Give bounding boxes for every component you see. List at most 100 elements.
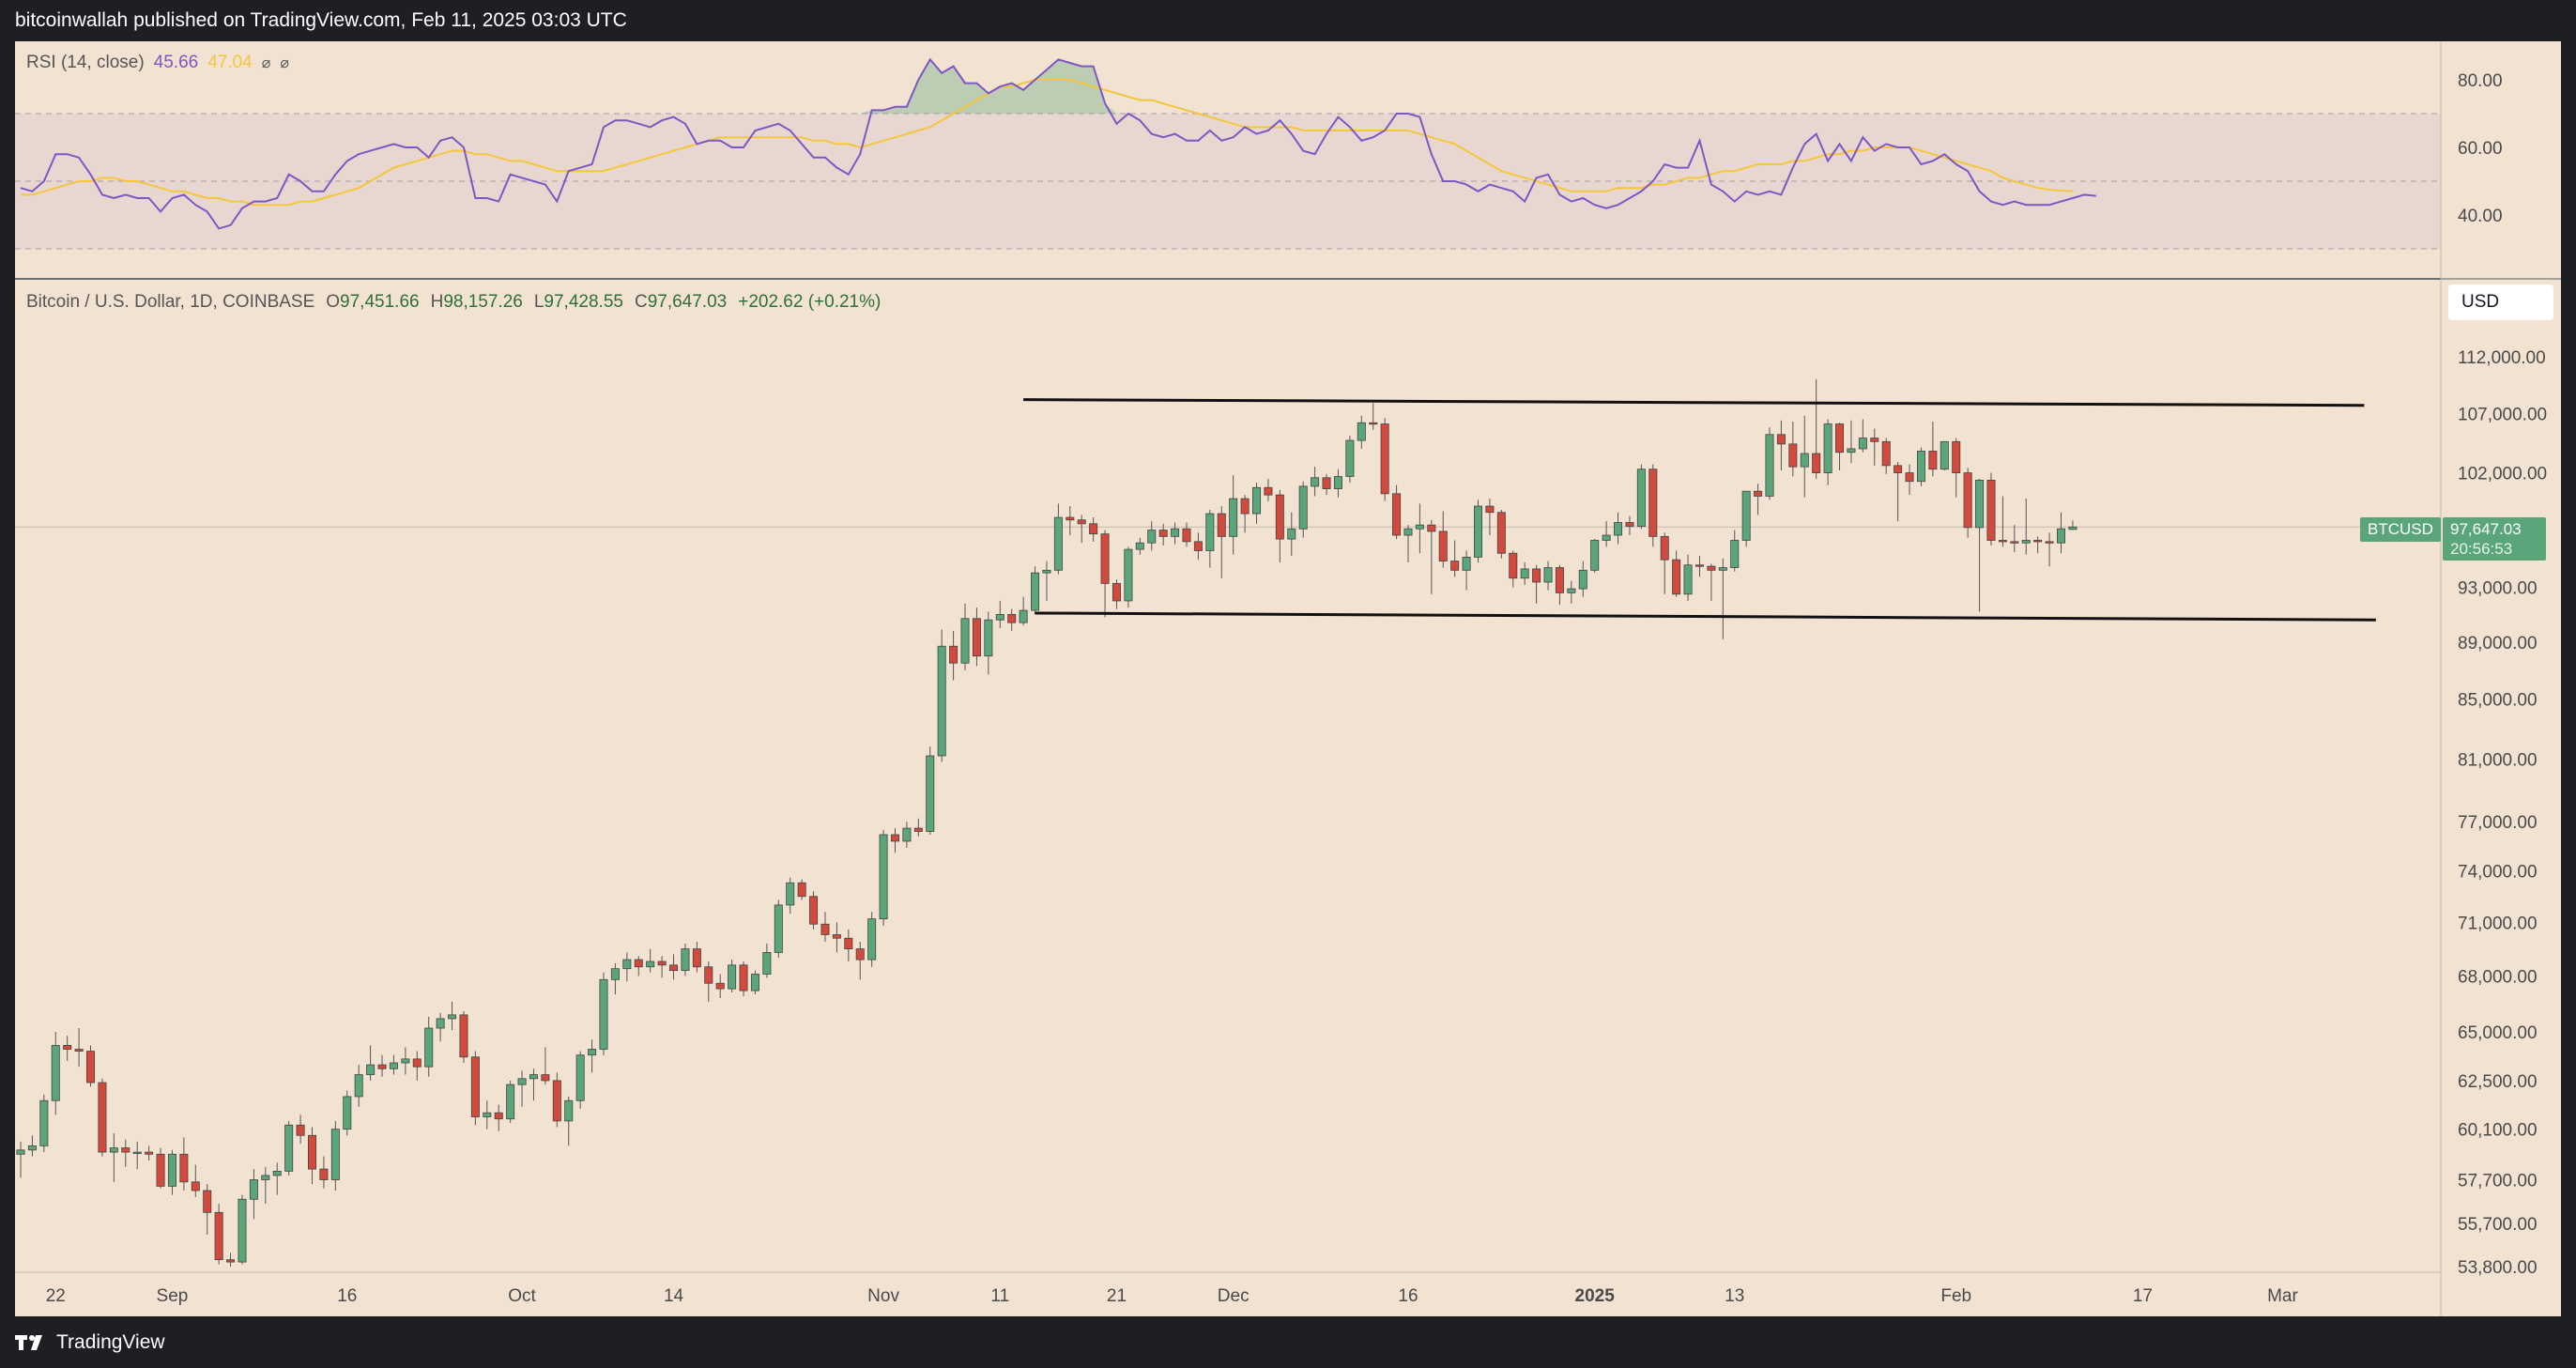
candle-body <box>1298 485 1308 530</box>
candle-body <box>1380 423 1389 495</box>
candle-body <box>2033 540 2043 543</box>
candle <box>913 818 923 837</box>
candle <box>1474 500 1483 562</box>
candle-body <box>1532 568 1541 583</box>
candle <box>739 961 748 996</box>
candle-body <box>541 1074 550 1082</box>
candle <box>681 943 690 976</box>
candle-body <box>1158 530 1168 537</box>
rsi-axis-tick: 80.00 <box>2458 71 2503 91</box>
candle <box>588 1039 597 1073</box>
candle-body <box>1275 494 1284 540</box>
candle-body <box>1776 434 1786 445</box>
candle-body <box>424 1027 434 1068</box>
candle-body <box>1135 542 1144 550</box>
candle <box>1986 472 1996 546</box>
rsi-legend: RSI (14, close) 45.66 47.04 ⌀ ⌀ <box>26 53 289 73</box>
candle <box>937 629 946 762</box>
time-axis <box>15 1272 2441 1316</box>
candle <box>1707 563 1716 601</box>
candle <box>1660 532 1669 594</box>
candle-body <box>1124 548 1133 602</box>
candle-body <box>1636 469 1646 527</box>
candle-body <box>1240 498 1250 515</box>
candle <box>1322 473 1331 496</box>
low-value: 97,428.55 <box>544 292 623 312</box>
candle-body <box>86 1051 96 1084</box>
support-trendline <box>1035 611 2376 622</box>
candle <box>483 1100 492 1130</box>
candle-body <box>1986 479 1996 541</box>
time-axis-tick: Mar <box>2267 1286 2298 1306</box>
candle <box>1252 483 1262 524</box>
candle-body <box>470 1056 480 1117</box>
candle-body <box>786 882 795 906</box>
candle <box>1765 427 1774 500</box>
eye-off-icon[interactable]: ⌀ <box>280 55 290 71</box>
candle-body <box>494 1112 503 1120</box>
candle-body <box>145 1151 154 1155</box>
candle-body <box>913 827 923 832</box>
price-axis-tick: 71,000.00 <box>2458 914 2538 933</box>
candle <box>494 1104 503 1131</box>
candle <box>750 970 759 995</box>
price-axis-tick: 81,000.00 <box>2458 750 2538 770</box>
chart-area[interactable]: 80.00 60.00 40.00 112,000.00 107,000.00 102,0… <box>0 0 2576 1316</box>
candle-body <box>1066 516 1075 521</box>
candle <box>2056 512 2065 554</box>
candle <box>926 746 935 835</box>
candle-body <box>599 978 608 1050</box>
candle-body <box>354 1074 363 1098</box>
high-label: H <box>430 292 444 312</box>
candle <box>541 1047 550 1085</box>
candle <box>1217 506 1226 578</box>
candle-body <box>1660 535 1669 561</box>
candle <box>1066 506 1075 536</box>
rsi-line <box>20 57 2096 230</box>
price-axis-tick: 102,000.00 <box>2458 465 2547 484</box>
candle-body <box>1171 528 1180 537</box>
candle <box>1158 523 1168 546</box>
candle-body <box>774 904 783 953</box>
candle-body <box>1474 505 1483 558</box>
candle-body <box>820 923 830 935</box>
candle <box>610 962 620 995</box>
candle <box>1171 522 1180 545</box>
time-axis-tick: 13 <box>1725 1286 1744 1306</box>
candle-body <box>343 1096 352 1130</box>
candle <box>762 943 772 978</box>
price-axis-tick: 93,000.00 <box>2458 579 2538 599</box>
candle-body <box>1881 440 1891 467</box>
candle <box>1369 403 1378 430</box>
tradingview-logo[interactable]: TradingView <box>15 1331 165 1354</box>
candle-body <box>249 1179 258 1200</box>
time-axis-tick: 17 <box>2133 1286 2153 1306</box>
last-price-value: 97,647.03 <box>2450 520 2522 538</box>
candle-body <box>926 755 935 832</box>
candle-body <box>284 1124 294 1172</box>
eye-off-icon[interactable]: ⌀ <box>261 55 271 71</box>
candle <box>809 891 819 930</box>
candle <box>529 1068 538 1101</box>
candle <box>1112 579 1121 609</box>
candle-body <box>1788 443 1798 468</box>
candle <box>1462 550 1471 591</box>
candle <box>786 877 795 915</box>
candle-body <box>1392 493 1402 536</box>
candle-body <box>203 1190 212 1213</box>
candle-body <box>972 618 981 657</box>
candle <box>552 1072 561 1128</box>
candle <box>261 1166 270 1204</box>
price-axis-tick: 60,100.00 <box>2458 1121 2538 1141</box>
candle <box>1928 422 1938 477</box>
candle <box>1077 515 1086 544</box>
candle <box>1438 511 1448 568</box>
candle-body <box>634 959 643 968</box>
price-axis-tick: 85,000.00 <box>2458 691 2538 711</box>
currency-selector[interactable]: USD <box>2448 284 2553 320</box>
candle-body <box>1765 434 1774 497</box>
candle <box>2045 532 2054 567</box>
time-axis-tick: 14 <box>664 1286 684 1306</box>
candle <box>1450 540 1460 577</box>
candle <box>98 1078 107 1157</box>
